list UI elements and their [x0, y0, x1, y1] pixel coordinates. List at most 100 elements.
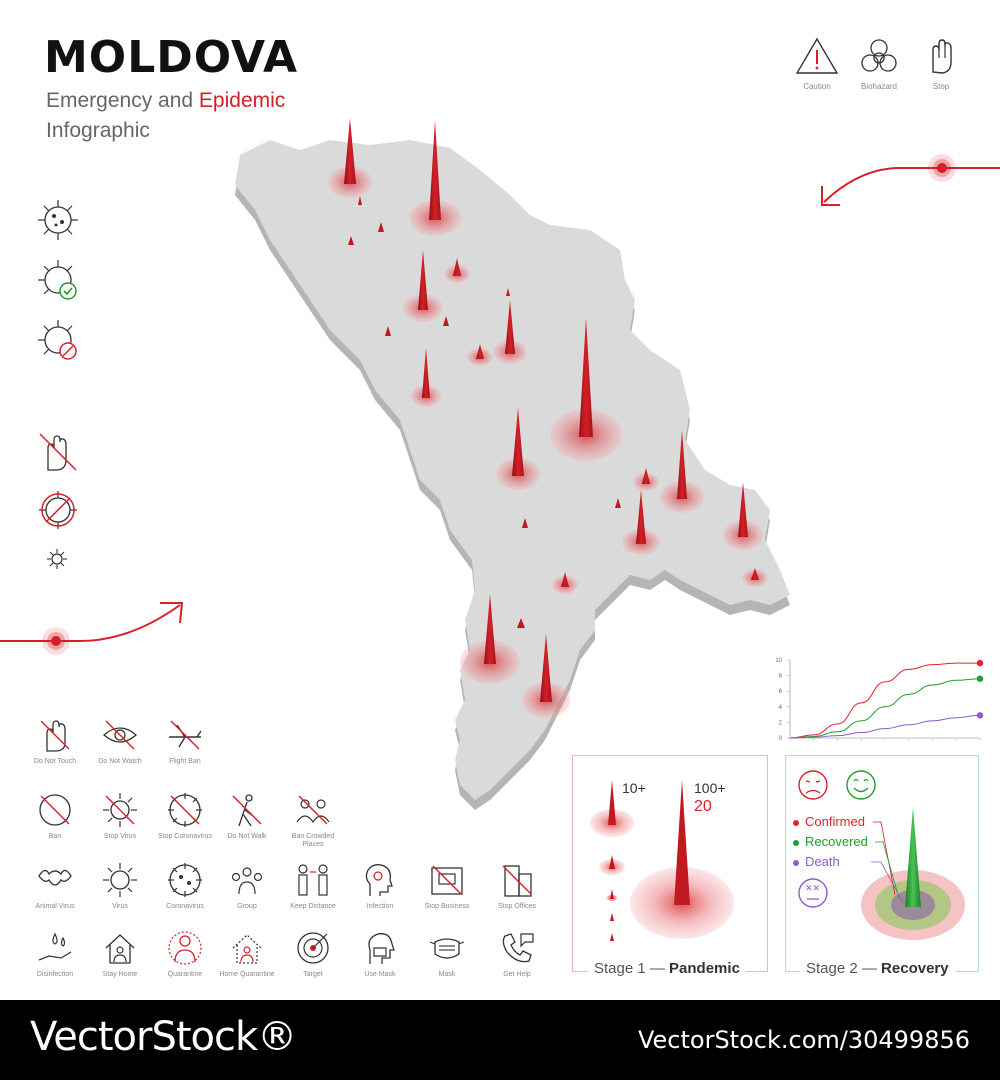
stage1-big-label: 100+ [694, 780, 726, 796]
stage1-graphic [590, 780, 734, 941]
subtitle-epidemic: Epidemic [198, 89, 286, 112]
get-help-icon [502, 933, 534, 963]
map-rings [328, 166, 768, 718]
animal-virus-icon [38, 869, 72, 886]
stop-item: Stop [918, 36, 964, 91]
icon-grid-label: Target [303, 971, 323, 978]
icon-grid-item: Stop Offices [487, 860, 547, 911]
confirmed-text: Confirmed [805, 814, 865, 829]
stop-virus-icon [103, 793, 137, 827]
virus-crossed-icon [39, 491, 77, 529]
icon-grid-item: Coronavirus [155, 860, 215, 911]
series-end-point-2 [976, 712, 984, 719]
series-line-0 [789, 662, 980, 739]
icon-grid-label: Quarantine [167, 971, 203, 978]
quarantine-icon [168, 931, 202, 965]
legend-confirmed: Confirmed [793, 814, 865, 829]
stay-home-icon [105, 934, 135, 964]
y-tick-label: 6 [779, 689, 783, 695]
recovered-dot [793, 839, 799, 846]
icon-grid-label: Keep Distance [290, 903, 336, 910]
virus-checked-icon [38, 260, 77, 300]
icon-grid-label: Stay Home [102, 971, 138, 978]
y-tick-label: 2 [779, 720, 783, 726]
moldova-map [235, 118, 790, 810]
icon-grid-label: Virus [112, 903, 128, 910]
stop-coronavirus-icon [168, 793, 202, 827]
icon-grid-item: Use Mask [350, 928, 410, 979]
incoming-arrow [821, 154, 1000, 206]
footer-brand: VectorStock® [30, 1014, 297, 1060]
mask-icon [429, 938, 465, 959]
icon-grid-item: Do Not Touch [25, 715, 85, 766]
map-spikes [344, 118, 759, 702]
svg-text:✕✕: ✕✕ [805, 884, 820, 894]
icon-grid-item: Stop Business [417, 860, 477, 911]
confirmed-dot [793, 819, 799, 826]
stage1-small-label: 10+ [622, 780, 646, 796]
recovered-text: Recovered [805, 834, 868, 849]
stage1-label: Stage 1 — Pandemic [588, 960, 746, 977]
icon-grid-item: Infection [350, 860, 410, 911]
caution-item: Caution [794, 36, 840, 91]
caution-label: Caution [803, 82, 831, 91]
series-end-point-1 [976, 675, 984, 682]
icon-grid-label: Stop Coronavirus [157, 833, 213, 840]
trend-chart: 0 2 4 6 8 10 [775, 658, 984, 742]
icon-grid-item: Flight Ban [155, 715, 215, 766]
stage1-bold: Pandemic [669, 960, 740, 977]
icon-grid-item: Target [283, 928, 343, 979]
icon-grid-item: Get Help [487, 928, 547, 979]
icon-grid-item: Ban [25, 790, 85, 841]
stage2-graphic: ✕✕ [798, 770, 965, 940]
icon-grid-item: Stop Virus [90, 790, 150, 841]
series-line-2 [789, 714, 981, 739]
icon-grid-label: Do Not Watch [98, 758, 142, 765]
stop-label: Stop [932, 82, 950, 91]
virus-outline-icon [38, 200, 78, 240]
ban-icon [39, 794, 71, 826]
do-not-walk-icon [232, 794, 262, 827]
page-title: MOLDOVA [44, 32, 299, 83]
footer-bar: VectorStock® VectorStock.com/30499856 [0, 1000, 1000, 1080]
icon-grid-item: Disinfection [25, 928, 85, 979]
icon-grid-item: Ban Crowded Places [283, 790, 343, 849]
y-tick-label: 4 [779, 705, 783, 711]
icon-grid-label: Ban Crowded Places [291, 833, 335, 848]
icon-grid-item: Animal Virus [25, 860, 85, 911]
subtitle-infographic: Infographic [46, 119, 150, 142]
biohazard-item: Biohazard [856, 36, 902, 91]
stage2-label: Stage 2 — Recovery [800, 960, 955, 977]
ban-crowded-places-icon [296, 795, 330, 825]
series-line-1 [789, 678, 981, 739]
keep-distance-icon [298, 864, 328, 896]
dead-face-icon [798, 878, 828, 908]
stop-offices-icon [502, 865, 532, 897]
biohazard-label: Biohazard [860, 82, 898, 91]
page-subtitle: Emergency and Epidemic Infographic [46, 86, 285, 146]
icon-grid-item: Keep Distance [283, 860, 343, 911]
icon-grid-item: Do Not Walk [217, 790, 277, 841]
icon-grid-item: Mask [417, 928, 477, 979]
death-text: Death [805, 854, 840, 869]
virus-icon [103, 863, 137, 897]
footer-site: VectorStock.com/30499856 [637, 1026, 970, 1054]
icon-grid-label: Mask [438, 971, 456, 978]
home-quarantine-icon [232, 934, 262, 964]
coronavirus-icon [168, 863, 202, 897]
icon-grid-item: Virus [90, 860, 150, 911]
group-icon [231, 867, 263, 895]
icon-grid-label: Flight Ban [169, 758, 201, 765]
stage1-prefix: Stage 1 — [594, 960, 670, 977]
icon-grid-item: Stay Home [90, 928, 150, 979]
icon-grid-label: Get Help [503, 971, 531, 978]
subtitle-emergency: Emergency and [46, 89, 199, 112]
y-tick-label: 10 [775, 658, 782, 664]
icon-grid-label: Use Mask [364, 971, 396, 978]
infection-icon [365, 864, 393, 896]
disinfection-icon [38, 932, 72, 961]
happy-face-icon [846, 770, 876, 800]
icon-grid-label: Home Quarantine [219, 971, 275, 978]
icon-grid-item: Quarantine [155, 928, 215, 979]
legend-recovered: Recovered [793, 834, 868, 849]
